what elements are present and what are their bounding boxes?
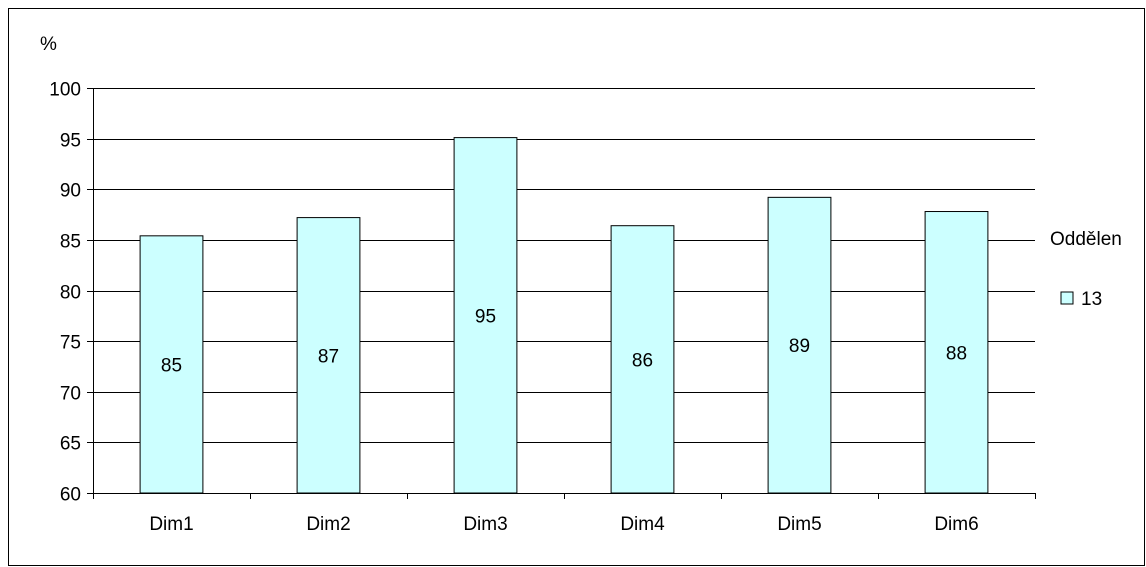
y-tick-label: 100	[49, 80, 81, 101]
x-tick-label: Dim6	[934, 514, 978, 535]
y-tick-label: 90	[60, 181, 81, 202]
y-tick-label: 60	[60, 485, 81, 506]
y-tick-label: 70	[60, 384, 81, 405]
axes: 60 65 70 75 80 85 90 95 100	[49, 80, 1036, 506]
x-tick-label: Dim2	[306, 514, 350, 535]
gridlines	[93, 88, 1035, 494]
bars	[139, 137, 989, 494]
y-tick-label: 85	[60, 232, 81, 253]
data-label: 89	[789, 336, 810, 357]
y-axis-label: %	[40, 34, 57, 55]
legend-swatch	[1060, 291, 1074, 305]
y-tick-label: 95	[60, 131, 81, 152]
x-tick-label: Dim3	[463, 514, 507, 535]
data-label: 88	[946, 343, 967, 364]
x-tick-label: Dim4	[620, 514, 665, 535]
legend: Oddělen 13	[1050, 229, 1122, 310]
legend-entry: 13	[1081, 289, 1102, 310]
y-tick-label: 80	[60, 283, 81, 304]
data-labels: Dim1 85 Dim2 87 Dim3 95 Dim4 86 Dim5 89 Dim6 88	[149, 306, 978, 535]
data-label: 85	[161, 355, 182, 376]
data-label: 87	[318, 346, 339, 367]
data-label: 86	[632, 350, 653, 371]
bar-dim5	[767, 196, 832, 494]
bar-dim6	[924, 211, 989, 494]
x-tick-label: Dim1	[149, 514, 193, 535]
y-tick-label: 65	[60, 434, 81, 455]
data-label: 95	[475, 306, 496, 327]
x-tick-label: Dim5	[777, 514, 821, 535]
y-tick-label: 75	[60, 333, 81, 354]
legend-title: Oddělen	[1050, 229, 1122, 250]
